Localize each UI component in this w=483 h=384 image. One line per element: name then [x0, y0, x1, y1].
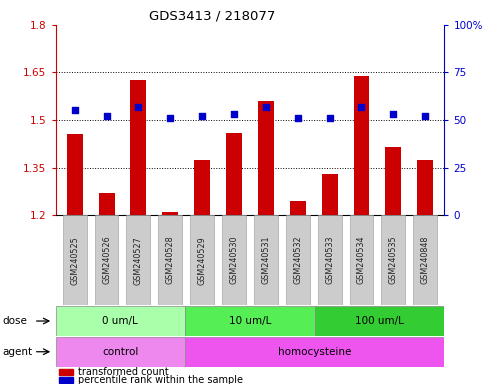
Point [230, 111, 238, 118]
Text: GSM240528: GSM240528 [166, 236, 175, 285]
FancyBboxPatch shape [63, 215, 86, 305]
FancyBboxPatch shape [190, 215, 214, 305]
Point [71, 108, 79, 114]
FancyBboxPatch shape [382, 215, 405, 305]
Bar [315, 306, 444, 336]
Point [294, 115, 301, 121]
Text: GSM240531: GSM240531 [261, 236, 270, 285]
Point [167, 115, 174, 121]
Text: GSM240526: GSM240526 [102, 236, 111, 285]
Bar [162, 212, 178, 215]
Text: percentile rank within the sample: percentile rank within the sample [78, 375, 243, 384]
Text: GSM240535: GSM240535 [389, 236, 398, 285]
FancyBboxPatch shape [413, 215, 437, 305]
FancyBboxPatch shape [350, 215, 373, 305]
Bar [56, 306, 185, 336]
Bar [185, 337, 444, 367]
Text: homocysteine: homocysteine [278, 347, 352, 357]
Bar [59, 369, 73, 375]
Text: 100 um/L: 100 um/L [355, 316, 404, 326]
Point [326, 115, 333, 121]
Text: GSM240848: GSM240848 [421, 236, 430, 284]
Text: GSM240533: GSM240533 [325, 236, 334, 285]
Text: GSM240534: GSM240534 [357, 236, 366, 285]
Bar [417, 160, 433, 215]
Text: GSM240525: GSM240525 [70, 236, 79, 285]
Bar [130, 80, 146, 215]
Text: dose: dose [2, 316, 28, 326]
FancyBboxPatch shape [318, 215, 341, 305]
Bar [194, 160, 210, 215]
Bar [67, 134, 83, 215]
Bar [354, 76, 369, 215]
Point [135, 104, 142, 110]
Bar [385, 147, 401, 215]
Text: GSM240530: GSM240530 [229, 236, 239, 285]
FancyBboxPatch shape [254, 215, 278, 305]
FancyBboxPatch shape [286, 215, 310, 305]
FancyBboxPatch shape [95, 215, 118, 305]
Bar [226, 132, 242, 215]
FancyBboxPatch shape [127, 215, 150, 305]
FancyBboxPatch shape [222, 215, 246, 305]
Text: transformed count: transformed count [78, 367, 169, 377]
FancyBboxPatch shape [158, 215, 182, 305]
Point [421, 113, 429, 119]
Bar [59, 377, 73, 383]
Bar [56, 337, 185, 367]
Point [357, 104, 365, 110]
Bar [322, 174, 338, 215]
Bar [99, 193, 114, 215]
Text: GSM240527: GSM240527 [134, 236, 143, 285]
Text: agent: agent [2, 347, 32, 357]
Bar [185, 306, 315, 336]
Text: GSM240532: GSM240532 [293, 236, 302, 285]
Point [199, 113, 206, 119]
Bar [290, 201, 306, 215]
Text: 10 um/L: 10 um/L [229, 316, 271, 326]
Point [103, 113, 111, 119]
Point [389, 111, 397, 118]
Point [262, 104, 270, 110]
Text: 0 um/L: 0 um/L [102, 316, 138, 326]
Bar [258, 101, 274, 215]
Text: GSM240529: GSM240529 [198, 236, 207, 285]
Text: GDS3413 / 218077: GDS3413 / 218077 [149, 10, 276, 23]
Text: control: control [102, 347, 139, 357]
